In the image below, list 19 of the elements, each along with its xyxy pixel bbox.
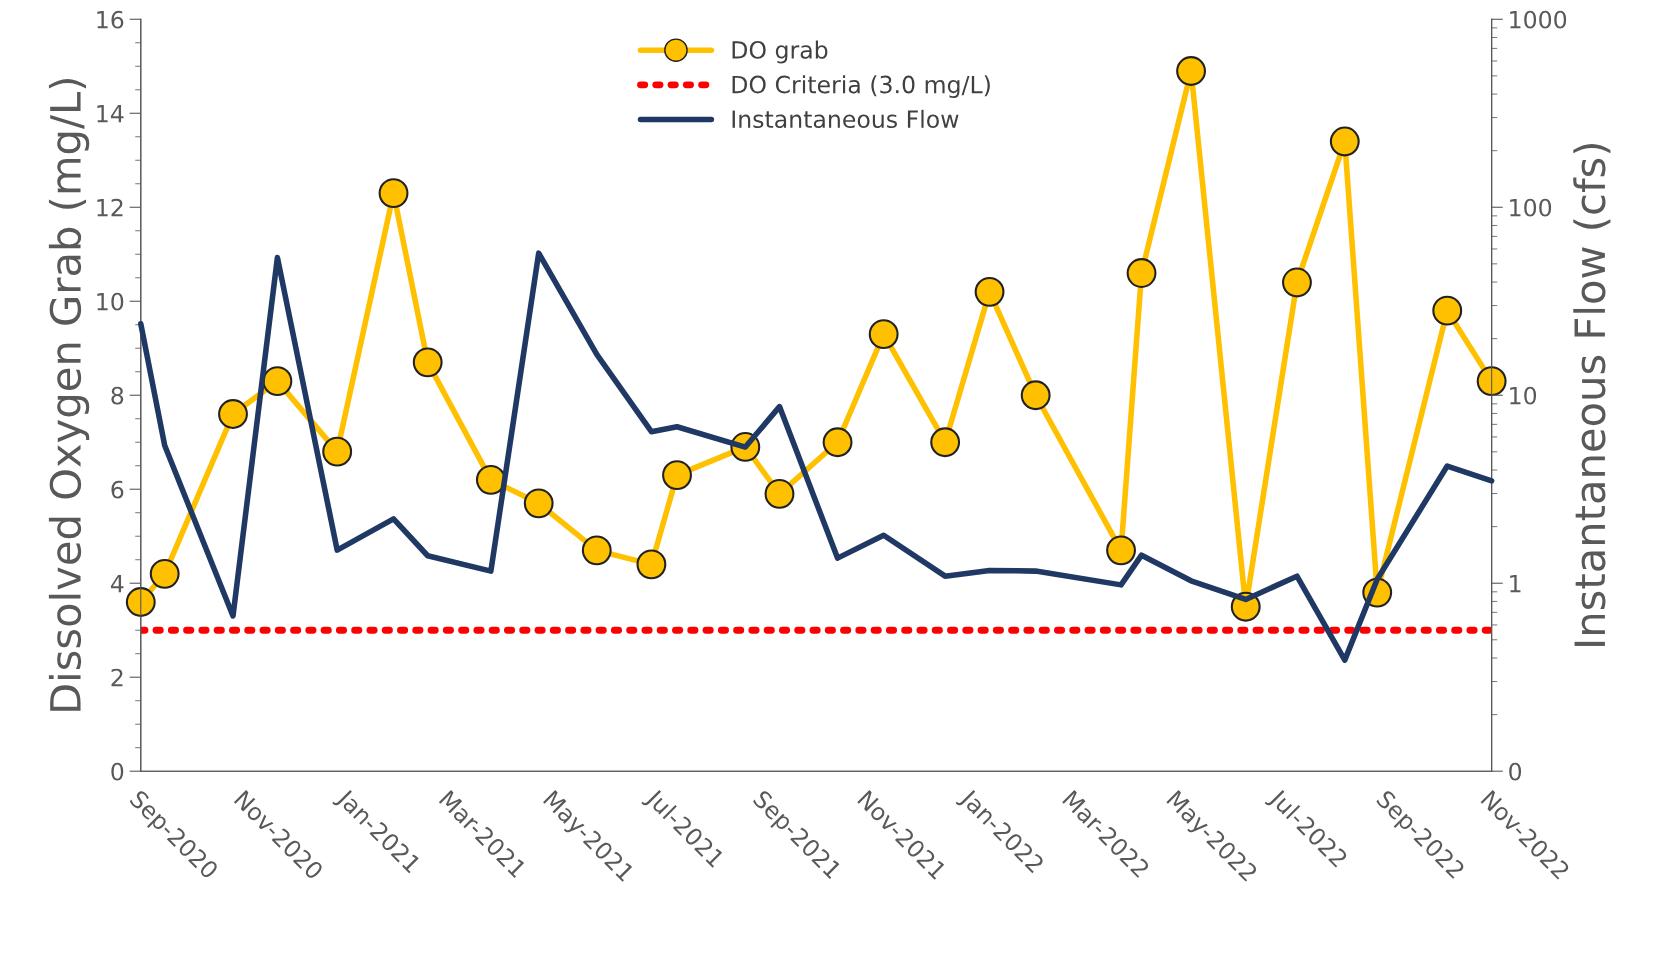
- y-tick-label: 14: [97, 105, 124, 123]
- y2-tick-label: 100: [1510, 198, 1552, 217]
- y-tick-label: 0: [111, 762, 124, 781]
- y2-tick-label: 1: [1510, 574, 1521, 593]
- y-tick-label: 4: [110, 574, 124, 593]
- legend-label: Instantaneous Flow: [732, 109, 959, 129]
- y-tick-label: 8: [111, 386, 124, 405]
- y2-axis-title: Instantaneous Flow (cfs): [1573, 144, 1611, 646]
- y2-tick-label: 0: [1509, 762, 1522, 781]
- legend-label: DO Criteria (3.0 mg/L): [732, 75, 990, 99]
- legend-label: DO grab: [732, 40, 828, 64]
- y-tick-label: 12: [97, 198, 123, 217]
- y2-tick-label: 10: [1510, 386, 1537, 405]
- y-axis-title: Dissolved Oxygen Grab (mg/L): [48, 79, 90, 711]
- y-tick-label: 6: [111, 480, 124, 499]
- y-tick-label: 16: [97, 10, 124, 29]
- y2-tick-label: 1000: [1510, 10, 1567, 29]
- y-tick-label: 2: [111, 668, 123, 687]
- y-tick-label: 10: [97, 292, 124, 311]
